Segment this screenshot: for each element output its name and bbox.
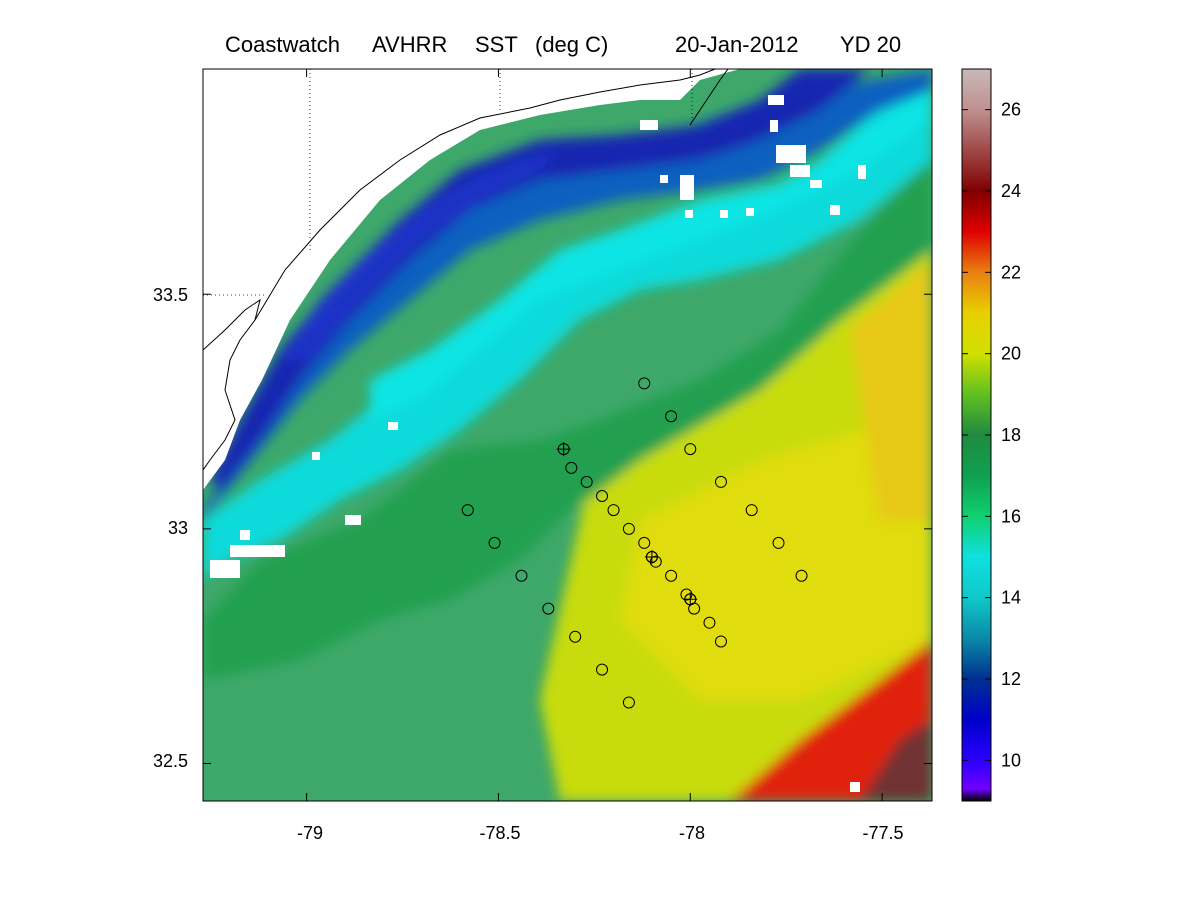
sst-region-red (730, 640, 932, 801)
station-cross-marker (556, 442, 571, 457)
missing-data-pixels (210, 95, 866, 792)
map-panel (202, 68, 933, 802)
station-circle-marker (649, 555, 662, 568)
station-circle-marker (665, 569, 678, 582)
title-units: (deg C) (535, 32, 608, 57)
station-circle-marker (596, 663, 609, 676)
y-axis-labels: 32.5 33 33.5 (153, 285, 188, 771)
station-circle-marker (565, 461, 578, 474)
station-circle-marker (607, 504, 620, 517)
colorbar-tick-label: 18 (1001, 425, 1021, 445)
colorbar-tick-label: 14 (1001, 588, 1021, 608)
sst-region-green (203, 160, 932, 680)
station-circle-marker (580, 475, 593, 488)
colorbar-tick-label: 24 (1001, 181, 1021, 201)
sst-region-yellow (620, 420, 932, 700)
y-tick-label: 32.5 (153, 751, 188, 771)
station-circle-marker (665, 410, 678, 423)
station-circle-marker (569, 630, 582, 643)
figure-title: Coastwatch AVHRR SST (deg C) 20-Jan-2012… (225, 32, 901, 57)
station-cross-marker (644, 550, 659, 564)
title-source: Coastwatch (225, 32, 340, 57)
x-tick-label: -77.5 (862, 823, 903, 843)
y-tick-label: 33.5 (153, 285, 188, 305)
coastline-barrier (689, 69, 729, 126)
station-circle-marker (684, 443, 697, 456)
colorbar-tick-label: 26 (1001, 100, 1021, 120)
coastline-inner (203, 298, 261, 471)
station-circle-marker (680, 588, 693, 601)
station-circle-marker (638, 536, 651, 549)
title-sensor: AVHRR (372, 32, 447, 57)
colorbar-tick-label: 10 (1001, 750, 1021, 770)
colorbar-tick-label: 22 (1001, 262, 1021, 282)
colorbar-tick-label: 20 (1001, 344, 1021, 364)
colorbar: 10 12 14 16 18 20 22 24 26 (961, 68, 1021, 802)
title-yearday: YD 20 (840, 32, 901, 57)
colorbar-tick-label: 12 (1001, 669, 1021, 689)
sst-region-dark-red (860, 720, 932, 801)
station-circle-marker (622, 696, 635, 709)
station-circle-marker (622, 522, 635, 535)
x-tick-label: -78.5 (479, 823, 520, 843)
station-circle-marker (488, 536, 501, 549)
station-circle-marker (714, 475, 727, 488)
title-date: 20-Jan-2012 (675, 32, 799, 57)
y-tick-label: 33 (168, 518, 188, 538)
x-axis-labels: -79 -78.5 -78 -77.5 (297, 823, 904, 843)
station-circle-marker (638, 377, 651, 390)
sst-region-gold (850, 260, 932, 520)
land-mask (203, 69, 740, 490)
x-tick-label: -78 (679, 823, 705, 843)
sst-region-nearshore-blue (280, 150, 560, 360)
sst-field (203, 69, 932, 801)
station-circle-marker (772, 536, 785, 549)
x-tick-label: -79 (297, 823, 323, 843)
map-axis-ticks (203, 69, 932, 801)
station-circle-marker (745, 504, 758, 517)
station-circle-marker (795, 569, 808, 582)
station-circle-marker (461, 504, 474, 517)
colorbar-ticks: 10 12 14 16 18 20 22 24 26 (962, 100, 1021, 770)
grid-lines (203, 69, 693, 296)
sst-region-cyan-bright (370, 90, 932, 420)
station-markers (461, 377, 808, 709)
station-circle-marker (714, 635, 727, 648)
station-cross-marker (683, 592, 698, 607)
map-frame (202, 68, 933, 802)
title-variable: SST (475, 32, 518, 57)
station-circle-marker (542, 602, 555, 615)
station-circle-marker (515, 569, 528, 582)
station-circle-marker (596, 490, 609, 502)
colorbar-tick-label: 16 (1001, 506, 1021, 526)
coastline (254, 69, 716, 321)
station-circle-marker (703, 616, 716, 629)
